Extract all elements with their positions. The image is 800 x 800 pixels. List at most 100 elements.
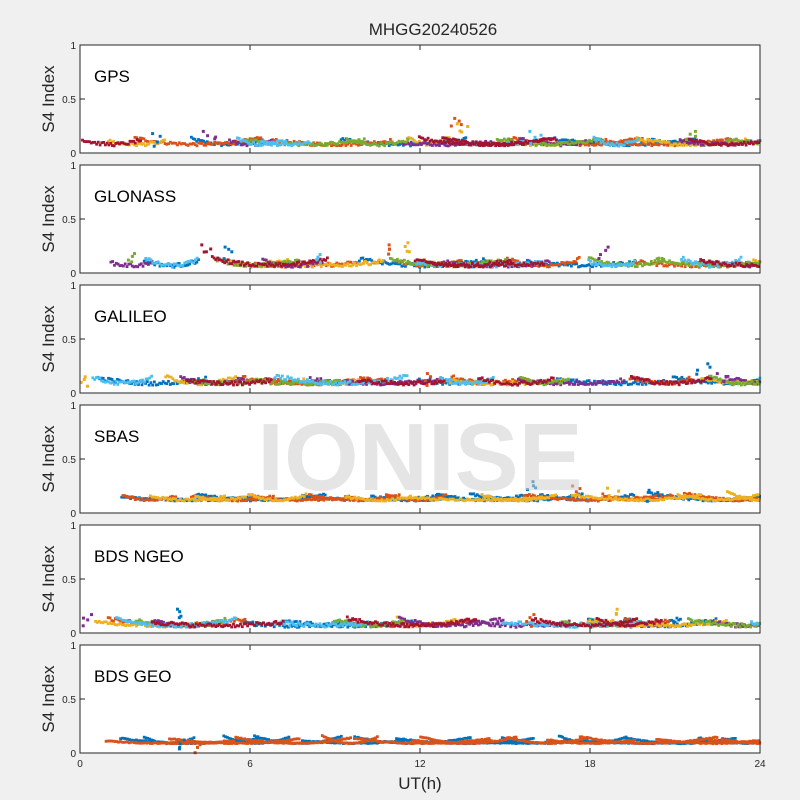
data-point	[532, 380, 536, 383]
data-point	[686, 381, 690, 385]
data-point	[592, 261, 596, 264]
data-point	[285, 261, 288, 264]
data-point	[426, 264, 429, 268]
data-point	[494, 262, 497, 266]
data-point	[196, 497, 200, 501]
data-point	[317, 260, 320, 264]
data-point	[587, 256, 591, 260]
data-point	[405, 374, 409, 377]
data-point	[526, 139, 529, 143]
data-point	[589, 264, 593, 268]
panel-axes	[80, 285, 760, 393]
data-point	[681, 255, 685, 259]
data-point	[678, 377, 682, 381]
data-point	[677, 262, 680, 265]
data-point	[482, 260, 486, 263]
data-point	[130, 260, 134, 264]
data-point	[496, 380, 500, 384]
data-point	[241, 383, 244, 387]
data-point	[115, 378, 119, 381]
data-point	[464, 259, 468, 263]
data-point	[531, 140, 535, 143]
data-point	[401, 260, 405, 264]
data-point	[553, 379, 556, 383]
data-point	[428, 379, 432, 383]
data-point	[145, 140, 149, 143]
data-point	[522, 264, 526, 267]
data-point	[718, 262, 722, 266]
data-point	[722, 380, 726, 384]
data-point	[226, 258, 230, 262]
data-point	[635, 265, 639, 268]
data-point	[264, 381, 267, 385]
data-point	[535, 139, 538, 143]
data-point	[131, 142, 135, 145]
data-point	[129, 262, 132, 266]
data-point	[451, 382, 455, 385]
data-point	[744, 137, 747, 141]
data-point	[665, 140, 669, 144]
data-point	[449, 379, 453, 382]
data-point	[616, 262, 620, 266]
data-point	[495, 265, 498, 269]
data-point	[560, 381, 563, 385]
data-point	[471, 140, 475, 144]
figure-title: MHGG20240526	[369, 20, 498, 39]
data-point	[514, 259, 518, 263]
data-point	[569, 139, 573, 142]
data-point	[486, 259, 489, 263]
data-point	[537, 380, 541, 384]
data-point	[591, 143, 594, 147]
data-point	[648, 491, 652, 494]
data-point	[662, 258, 666, 261]
data-point	[734, 261, 738, 265]
data-point	[619, 262, 623, 266]
data-point	[147, 498, 151, 502]
data-point	[147, 142, 151, 146]
data-point	[144, 139, 147, 143]
data-point	[240, 143, 244, 147]
data-point	[751, 142, 755, 146]
data-point	[516, 138, 519, 142]
data-point	[739, 264, 743, 267]
data-point	[567, 261, 571, 264]
data-point	[697, 263, 701, 267]
data-point	[231, 142, 234, 146]
data-point	[658, 382, 662, 386]
data-point	[626, 262, 630, 265]
data-point	[145, 380, 149, 383]
data-point	[336, 379, 340, 383]
data-point	[277, 259, 281, 263]
data-point	[741, 265, 745, 268]
data-point	[639, 262, 643, 266]
data-point	[553, 263, 556, 267]
data-point	[735, 140, 738, 143]
data-point	[194, 381, 198, 385]
data-point	[689, 265, 692, 269]
data-point	[544, 380, 548, 384]
data-point	[689, 497, 692, 500]
data-point	[145, 143, 149, 146]
data-point	[359, 376, 362, 379]
data-point	[608, 380, 612, 383]
data-point	[140, 142, 144, 146]
data-point	[257, 136, 261, 140]
data-point	[467, 142, 471, 145]
data-point	[108, 138, 112, 142]
data-point	[424, 260, 428, 264]
data-point	[311, 265, 314, 269]
data-point	[640, 137, 644, 140]
data-point	[482, 383, 486, 386]
data-point	[167, 379, 170, 383]
data-point	[696, 142, 700, 146]
data-point	[381, 497, 385, 501]
data-point	[310, 498, 313, 502]
data-point	[430, 141, 434, 145]
data-point	[577, 256, 581, 259]
data-point	[216, 259, 219, 263]
data-point	[470, 492, 474, 496]
data-point	[512, 136, 516, 139]
data-point	[727, 264, 731, 267]
data-point	[685, 260, 689, 264]
